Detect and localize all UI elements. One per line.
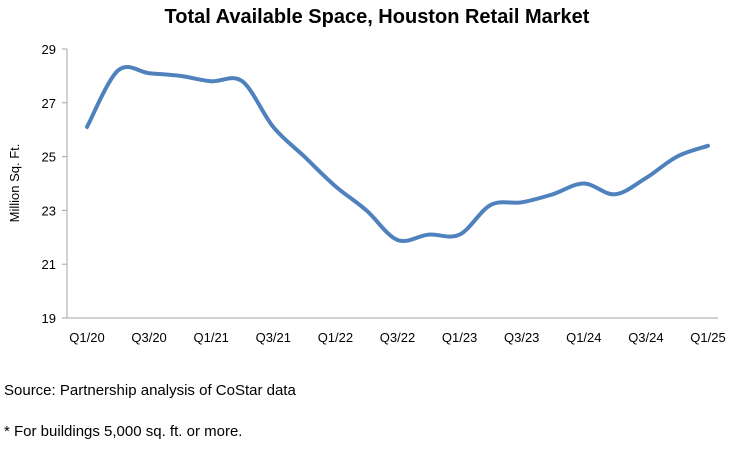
x-tick-label: Q3/20: [131, 330, 166, 345]
series-group: [85, 65, 710, 243]
x-tick-label: Q3/21: [256, 330, 291, 345]
x-tick-label: Q1/25: [690, 330, 725, 345]
y-tick-label: 19: [42, 311, 56, 326]
x-tick-label: Q1/22: [318, 330, 353, 345]
y-axis: 19 21 23 25 27 29: [42, 42, 68, 326]
x-tick-label: Q1/20: [69, 330, 104, 345]
x-tick-label: Q3/22: [380, 330, 415, 345]
y-tick-label: 23: [42, 203, 56, 218]
source-note: Source: Partnership analysis of CoStar d…: [4, 382, 296, 399]
x-tick-label: Q1/24: [566, 330, 601, 345]
x-axis: Q1/20 Q3/20 Q1/21 Q3/21 Q1/22 Q3/22 Q1/23 Q3/23…: [67, 317, 726, 345]
x-tick-label: Q3/23: [504, 330, 539, 345]
y-tick-label: 21: [42, 257, 56, 272]
chart-title: Total Available Space, Houston Retail Ma…: [164, 6, 590, 28]
x-tick-label: Q1/23: [442, 330, 477, 345]
y-tick-label: 29: [42, 42, 56, 57]
footnote: * For buildings 5,000 sq. ft. or more.: [4, 423, 243, 440]
x-tick-label: Q1/21: [193, 330, 228, 345]
y-tick-label: 25: [42, 150, 56, 165]
series-line: [85, 65, 710, 243]
x-tick-label: Q3/24: [628, 330, 663, 345]
y-tick-label: 27: [42, 96, 56, 111]
y-axis-label: Million Sq. Ft.: [7, 144, 22, 223]
